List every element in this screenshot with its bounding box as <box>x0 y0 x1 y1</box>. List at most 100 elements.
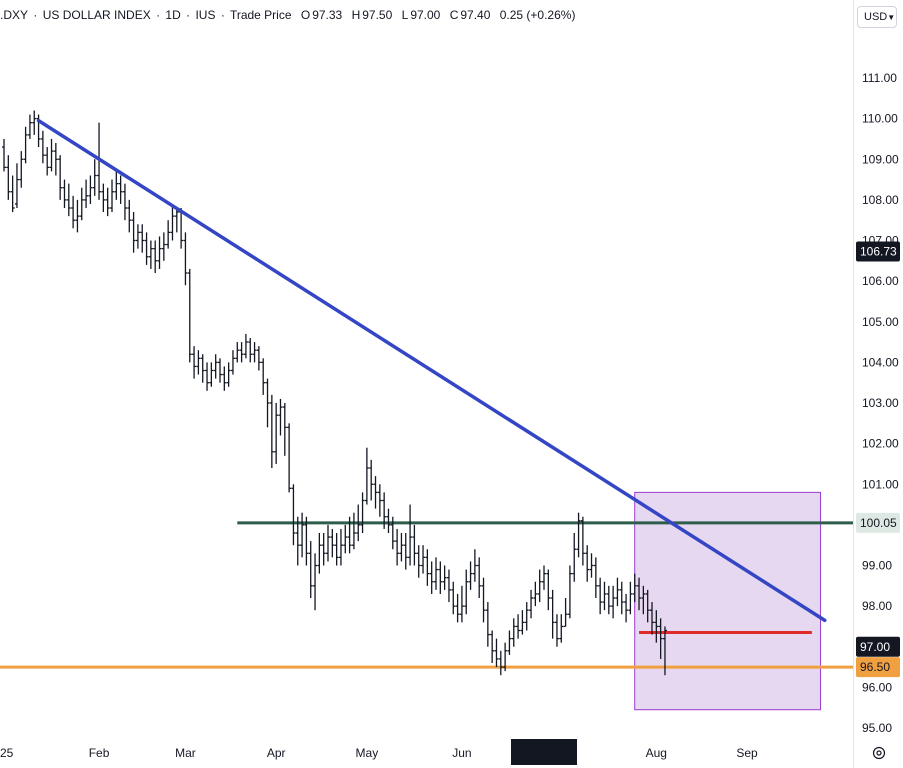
price-badge-label: 97.00 <box>860 640 890 654</box>
y-tick-label: 110.00 <box>862 112 898 126</box>
ohlc-bar <box>645 589 650 623</box>
ohlc-bar <box>140 224 145 253</box>
ohlc-bar <box>196 350 201 375</box>
x-tick-label: Jun <box>452 746 471 760</box>
ohlc-bar <box>10 175 15 213</box>
ohlc-bar <box>321 533 326 566</box>
symbol-name[interactable]: .DXY <box>0 8 29 22</box>
ohlc-bar <box>131 212 136 253</box>
ohlc-bar <box>416 545 421 578</box>
ohlc-bar <box>438 561 443 594</box>
ohlc-bar <box>248 338 253 363</box>
ohlc-bar <box>274 403 279 464</box>
ohlc-bar <box>127 199 132 233</box>
y-tick-label: 105.00 <box>862 315 899 329</box>
ohlc-bar <box>485 602 490 647</box>
price-badge-label: 96.50 <box>860 660 890 674</box>
ohlc-bar <box>269 394 274 468</box>
ohlc-bar <box>313 553 318 611</box>
ohlc-bar <box>567 565 572 619</box>
separator: · <box>186 8 191 22</box>
ohlc-bar <box>205 362 210 391</box>
ohlc-bar <box>256 346 261 371</box>
ohlc-bar <box>157 236 162 269</box>
x-cursor-badge: 27 Jun '25 <box>511 739 577 765</box>
ohlc-bar <box>351 512 356 550</box>
ohlc-bar <box>101 183 106 213</box>
price-type-label[interactable]: Trade Price <box>229 8 292 22</box>
ohlc-bar <box>326 524 330 562</box>
price-badge: 106.73 <box>856 241 900 262</box>
ohlc-bar <box>589 553 594 578</box>
ohlc-bar <box>611 585 616 619</box>
ohlc-bar <box>563 598 568 628</box>
ohlc-bar <box>135 224 140 249</box>
separator: · <box>220 8 225 22</box>
ohlc-bar <box>235 342 240 363</box>
separator: · <box>33 8 38 22</box>
ohlc-bar <box>650 602 654 635</box>
ohlc-bar <box>187 268 192 363</box>
low-label: L <box>401 8 409 22</box>
ohlc-bar <box>287 423 292 493</box>
ohlc-bar <box>554 614 559 647</box>
ohlc-bar <box>619 581 624 615</box>
trendline[interactable] <box>36 118 827 623</box>
ohlc-bar <box>32 110 37 135</box>
ohlc-bar <box>105 187 110 217</box>
ohlc-bar <box>425 549 430 586</box>
y-tick-label: 98.00 <box>862 599 892 613</box>
x-tick-label: Sep <box>736 746 758 760</box>
y-tick-label: 109.00 <box>862 152 899 166</box>
ohlc-bar <box>338 528 343 566</box>
ohlc-bar <box>632 573 637 603</box>
ohlc-bar <box>110 179 114 213</box>
ohlc-bar <box>459 585 464 623</box>
ohlc-bar <box>6 155 11 200</box>
ohlc-bar <box>572 533 577 582</box>
y-tick-label: 103.00 <box>862 396 899 410</box>
ohlc-bar <box>386 508 391 533</box>
ohlc-bar <box>373 476 378 509</box>
symbol-legend: .DXY · US DOLLAR INDEX · 1D · IUS · Trad… <box>0 8 577 22</box>
ohlc-bar <box>304 516 309 566</box>
ohlc-bar <box>503 642 508 672</box>
ohlc-bar <box>192 346 197 379</box>
ohlc-bar <box>550 589 555 639</box>
ohlc-bar <box>520 610 525 635</box>
consolidation-box[interactable] <box>634 491 821 711</box>
currency-selector[interactable]: USD ▼ <box>857 6 897 28</box>
x-tick-label: May <box>356 746 379 760</box>
ohlc-bar <box>395 528 400 566</box>
ohlc-bar <box>606 585 611 615</box>
ohlc-bar <box>58 155 63 200</box>
ohlc-bar <box>243 333 248 359</box>
price-axis-divider <box>853 0 854 768</box>
y-tick-label: 104.00 <box>862 355 899 369</box>
ohlc-bar <box>19 151 24 188</box>
ohlc-bar <box>45 147 50 176</box>
ohlc-bar <box>97 122 102 200</box>
ohlc-bar <box>170 203 175 241</box>
high-label: H <box>351 8 361 22</box>
ohlc-bar <box>446 569 451 603</box>
ohlc-bar <box>209 362 214 387</box>
interval-label[interactable]: 1D <box>165 8 181 22</box>
ohlc-bar <box>153 240 158 273</box>
ohlc-bar <box>382 492 387 529</box>
y-tick-label: 108.00 <box>862 193 899 207</box>
index-name: US DOLLAR INDEX <box>42 8 151 22</box>
ohlc-bar <box>88 175 93 204</box>
ohlc-bar <box>637 577 642 611</box>
gear-icon[interactable] <box>871 745 887 761</box>
ohlc-bar <box>524 602 529 631</box>
ohlc-bar <box>174 208 179 233</box>
ohlc-bar <box>377 484 382 517</box>
ohlc-bar <box>49 138 54 172</box>
ohlc-bar <box>364 447 369 505</box>
ohlc-bar <box>295 516 300 566</box>
ohlc-bar <box>641 585 646 615</box>
change-value: 0.25 (+0.26%) <box>499 8 576 22</box>
x-tick-label: Mar <box>175 746 196 760</box>
